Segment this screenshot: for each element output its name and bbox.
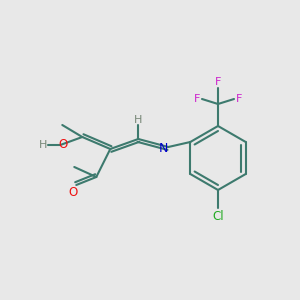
Text: Cl: Cl — [212, 209, 224, 223]
Text: H: H — [134, 115, 142, 125]
Text: F: F — [236, 94, 242, 104]
Text: F: F — [194, 94, 200, 104]
Text: H: H — [39, 140, 47, 150]
Text: O: O — [69, 187, 78, 200]
Text: N: N — [159, 142, 168, 154]
Text: F: F — [215, 77, 221, 87]
Text: O: O — [59, 137, 68, 151]
